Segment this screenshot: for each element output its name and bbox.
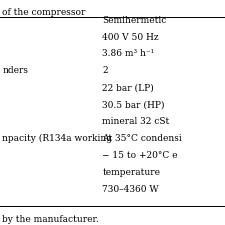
Text: At 35°C condensi: At 35°C condensi — [102, 134, 182, 143]
Text: nders: nders — [2, 66, 28, 75]
Text: − 15 to +20°C e: − 15 to +20°C e — [102, 151, 178, 160]
Text: 3.86 m³ h⁻¹: 3.86 m³ h⁻¹ — [102, 50, 155, 58]
Text: by the manufacturer.: by the manufacturer. — [2, 215, 99, 224]
Text: 22 bar (LP): 22 bar (LP) — [102, 83, 154, 92]
Text: temperature: temperature — [102, 168, 160, 177]
Text: mineral 32 cSt: mineral 32 cSt — [102, 117, 170, 126]
Text: of the compressor: of the compressor — [2, 8, 86, 17]
Text: 730–4360 W: 730–4360 W — [102, 184, 159, 194]
Text: 30.5 bar (HP): 30.5 bar (HP) — [102, 100, 165, 109]
Text: 2: 2 — [102, 66, 108, 75]
Text: Semihermetic: Semihermetic — [102, 16, 167, 25]
Text: npacity (R134a working: npacity (R134a working — [2, 134, 112, 143]
Text: 400 V 50 Hz: 400 V 50 Hz — [102, 33, 159, 42]
